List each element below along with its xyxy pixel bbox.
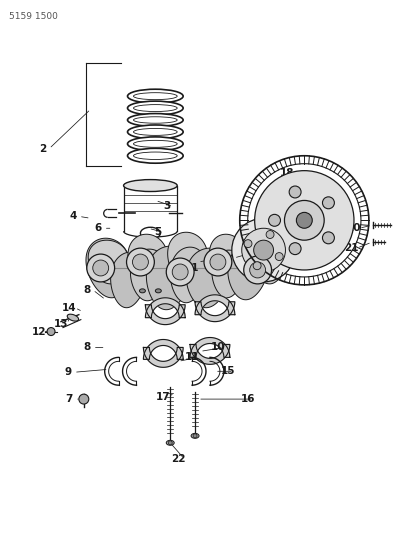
Polygon shape <box>86 238 130 298</box>
Circle shape <box>204 248 231 276</box>
Circle shape <box>92 260 108 276</box>
Circle shape <box>265 231 273 238</box>
Ellipse shape <box>127 101 183 115</box>
Circle shape <box>87 254 115 282</box>
Polygon shape <box>110 252 146 308</box>
Ellipse shape <box>133 140 177 147</box>
Text: 5159 1500: 5159 1500 <box>9 12 58 21</box>
Ellipse shape <box>127 148 183 163</box>
Text: 2: 2 <box>39 144 47 154</box>
Circle shape <box>268 214 280 227</box>
Circle shape <box>247 164 360 277</box>
Ellipse shape <box>133 104 177 111</box>
Circle shape <box>274 253 283 261</box>
Text: 14: 14 <box>61 303 76 313</box>
Circle shape <box>253 240 273 260</box>
Text: 21: 21 <box>343 243 357 253</box>
Circle shape <box>249 262 265 278</box>
Circle shape <box>252 262 261 270</box>
Circle shape <box>322 197 334 209</box>
Ellipse shape <box>166 440 174 445</box>
Polygon shape <box>190 337 229 358</box>
Circle shape <box>193 434 197 438</box>
Ellipse shape <box>123 180 177 191</box>
Text: 19: 19 <box>306 183 321 193</box>
Polygon shape <box>130 249 166 301</box>
Text: 11: 11 <box>184 263 199 273</box>
Polygon shape <box>145 305 185 325</box>
Ellipse shape <box>127 89 183 103</box>
Polygon shape <box>186 248 230 308</box>
Text: 5: 5 <box>153 227 161 237</box>
Polygon shape <box>209 234 245 286</box>
Circle shape <box>79 394 89 404</box>
Text: 8: 8 <box>83 285 90 295</box>
Ellipse shape <box>133 152 177 159</box>
Text: 11: 11 <box>184 352 199 362</box>
Circle shape <box>209 254 225 270</box>
Ellipse shape <box>133 93 177 100</box>
Text: 18: 18 <box>279 168 294 177</box>
Text: 8: 8 <box>83 342 90 352</box>
Ellipse shape <box>133 117 177 123</box>
Polygon shape <box>190 344 229 365</box>
Polygon shape <box>143 340 183 359</box>
Polygon shape <box>128 234 168 290</box>
Circle shape <box>288 243 300 255</box>
Ellipse shape <box>133 128 177 135</box>
Text: 4: 4 <box>69 212 76 221</box>
Polygon shape <box>195 302 234 321</box>
Polygon shape <box>211 250 243 298</box>
Polygon shape <box>146 246 190 310</box>
Ellipse shape <box>139 289 145 293</box>
Circle shape <box>231 219 294 282</box>
Circle shape <box>296 212 312 228</box>
Text: 6: 6 <box>94 223 101 233</box>
Polygon shape <box>249 236 285 284</box>
Circle shape <box>243 256 271 284</box>
Polygon shape <box>143 348 183 367</box>
Circle shape <box>322 232 334 244</box>
Text: 1: 1 <box>224 253 231 263</box>
Circle shape <box>166 258 193 286</box>
Circle shape <box>47 328 55 336</box>
Circle shape <box>172 264 188 280</box>
Ellipse shape <box>127 137 183 151</box>
Polygon shape <box>227 244 267 300</box>
Text: 15: 15 <box>220 366 234 376</box>
Ellipse shape <box>191 433 198 438</box>
Circle shape <box>288 186 300 198</box>
Polygon shape <box>145 298 185 318</box>
Circle shape <box>284 200 324 240</box>
Circle shape <box>241 228 285 272</box>
Text: 9: 9 <box>64 367 71 377</box>
Ellipse shape <box>127 125 183 139</box>
Text: 22: 22 <box>171 454 185 464</box>
Text: 20: 20 <box>345 223 360 233</box>
Text: 17: 17 <box>155 392 170 402</box>
Text: 7: 7 <box>65 394 72 404</box>
Circle shape <box>254 171 353 270</box>
Ellipse shape <box>155 289 161 293</box>
Polygon shape <box>170 247 206 303</box>
Text: 10: 10 <box>207 253 222 263</box>
Circle shape <box>168 441 172 445</box>
Ellipse shape <box>67 314 79 321</box>
Text: 16: 16 <box>240 394 254 404</box>
Text: 13: 13 <box>54 319 68 329</box>
Text: 10: 10 <box>210 342 225 352</box>
Circle shape <box>243 240 252 248</box>
Circle shape <box>132 254 148 270</box>
Circle shape <box>126 248 154 276</box>
Polygon shape <box>167 232 207 288</box>
Ellipse shape <box>127 114 183 126</box>
Polygon shape <box>195 295 234 314</box>
Text: 3: 3 <box>163 201 171 212</box>
Polygon shape <box>88 240 128 284</box>
Text: 12: 12 <box>32 327 46 336</box>
